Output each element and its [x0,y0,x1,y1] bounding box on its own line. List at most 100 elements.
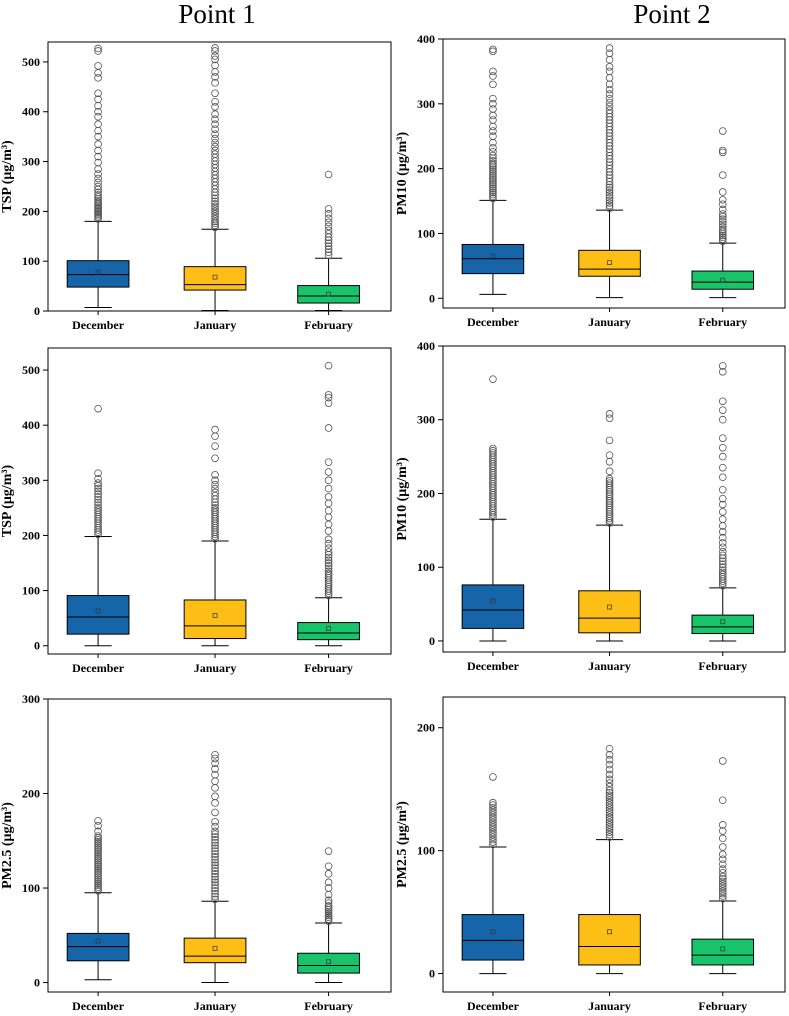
outlier-point [718,827,727,835]
mean-marker [95,938,101,944]
outlier-point [718,892,727,900]
outlier-point [211,432,219,441]
outlier-point [324,476,333,485]
outlier-point [211,130,219,138]
outlier-point [718,463,727,472]
outlier-point [605,80,614,89]
outlier-point [211,844,219,853]
outlier-point [211,836,219,844]
outlier-point [94,193,102,201]
outlier-point [718,563,727,572]
outlier-point [94,858,102,867]
outlier-point [94,498,102,507]
x-tick-label-january: January [588,659,631,673]
outlier-point [489,45,497,54]
outlier-point [211,55,219,64]
outlier-point [718,188,727,196]
outlier-point [605,55,614,64]
outlier-point [211,217,219,226]
outlier-point [489,159,497,168]
outlier-point [211,750,219,759]
x-tick-label-december: December [467,999,520,1013]
outlier-point [211,44,219,52]
y-tick-label: 200 [22,204,40,218]
outlier-point [489,798,497,807]
outlier-point [718,146,727,155]
outlier-point [718,880,727,888]
outlier-point [211,89,219,98]
outlier-point [211,853,219,861]
mean-marker [720,619,726,625]
chart-panel-4: 0 100 200 300 400 PM10 (μg/m³) December January… [395,339,786,673]
mean-marker [490,929,496,935]
outlier-point [605,801,614,809]
outlier-point [324,520,333,529]
outlier-point [324,229,333,238]
outlier-point [605,789,614,797]
outlier-point [94,120,102,128]
outlier-point [211,887,219,895]
outlier-point [718,757,727,765]
outlier-point [718,547,727,556]
outlier-point [94,881,102,889]
outlier-point [718,148,727,157]
mean-marker [720,946,726,952]
outlier-point [489,194,497,203]
outlier-point [211,838,219,847]
outlier-point [605,90,614,98]
outlier-point [605,49,614,58]
outlier-point [211,864,219,872]
outlier-point [211,454,219,463]
box-january [578,44,641,299]
outlier-point [718,528,727,536]
x-tick-label-january: January [588,315,631,329]
outlier-point [324,915,333,924]
outlier-point [211,754,219,763]
outlier-point [718,882,727,891]
outlier-point [324,567,333,576]
outlier-point [605,782,614,791]
outlier-point [324,222,333,231]
outlier-point [94,501,102,509]
chart-panel-5: 0 100 200 300 PM2.5 (μg/m³) December January Fe… [0,692,392,1013]
outlier-point [489,806,497,814]
y-tick-label: 300 [22,155,40,169]
outlier-point [324,539,333,548]
outlier-point [211,142,219,151]
chart-panel-6: 0 100 200 PM2.5 (μg/m³) December January Febru… [395,696,786,1013]
outlier-point [94,74,102,82]
outlier-point [324,506,333,515]
outlier-point [605,818,614,827]
outlier-point [94,821,102,830]
outlier-point [489,105,497,113]
box-february [691,127,755,299]
outlier-point [605,825,614,834]
mean-marker [326,959,331,965]
outlier-point [489,100,497,108]
outlier-point [94,495,102,504]
outlier-point [605,779,614,787]
y-tick-label: 400 [417,32,435,46]
outlier-point [211,858,219,867]
outlier-point [211,878,219,887]
outlier-point [718,443,727,452]
outlier-point [211,138,219,147]
outlier-point [211,125,219,133]
iqr-box [461,914,525,961]
outlier-point [718,473,727,482]
outlier-point [324,424,333,432]
outlier-point [211,808,219,817]
outlier-point [324,458,333,466]
mean-marker [490,598,496,604]
outlier-point [94,837,102,846]
outlier-point [489,111,497,120]
x-tick-label-february: February [304,999,353,1013]
outlier-point [94,866,102,874]
outlier-point [605,744,614,753]
outlier-point [718,233,727,242]
outlier-point [211,501,219,509]
outlier-point [324,909,333,918]
outlier-point [94,871,102,880]
mean-marker [326,626,331,631]
plot-frame [442,696,786,993]
